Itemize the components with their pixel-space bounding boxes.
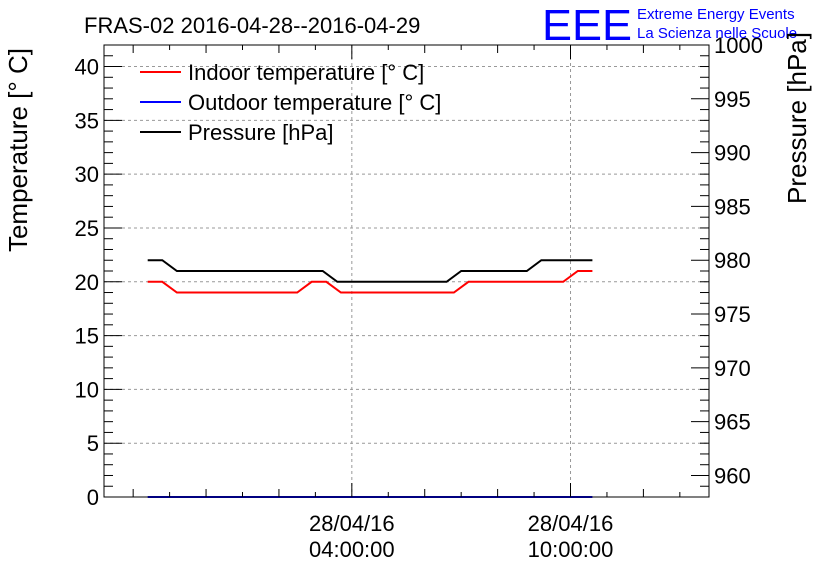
left-tick-label: 10 — [75, 377, 99, 402]
x-tick-date: 28/04/16 — [528, 511, 614, 536]
right-tick-label: 1000 — [714, 33, 763, 58]
right-axis-label: Pressure [hPa] — [782, 32, 812, 204]
left-tick-label: 5 — [87, 431, 99, 456]
x-tick-time: 10:00:00 — [528, 537, 614, 562]
logo-mark: EEE — [542, 1, 632, 50]
logo-line-2: La Scienza nelle Scuole — [637, 25, 797, 42]
right-tick-label: 995 — [714, 87, 751, 112]
right-tick-label: 975 — [714, 302, 751, 327]
axis-ticks — [104, 44, 709, 498]
left-axis-label: Temperature [° C] — [3, 48, 33, 252]
right-tick-label: 960 — [714, 463, 751, 488]
left-tick-label: 0 — [87, 485, 99, 510]
left-tick-label: 40 — [75, 55, 99, 80]
x-tick-time: 04:00:00 — [309, 537, 395, 562]
series-lines — [147, 259, 593, 498]
left-tick-label: 25 — [75, 216, 99, 241]
left-tick-label: 20 — [75, 270, 99, 295]
chart-title: FRAS-02 2016-04-28--2016-04-29 — [84, 13, 420, 38]
left-tick-label: 15 — [75, 324, 99, 349]
right-tick-label: 980 — [714, 248, 751, 273]
left-tick-label: 35 — [75, 108, 99, 133]
right-tick-label: 965 — [714, 410, 751, 435]
series-line-pressure-hpa — [147, 259, 593, 283]
eee-logo: EEE Extreme Energy Events La Scienza nel… — [542, 1, 797, 50]
legend-entry-label: Pressure [hPa] — [188, 120, 334, 145]
legend: Indoor temperature [° C] Outdoor temperat… — [140, 60, 441, 145]
left-tick-label: 30 — [75, 162, 99, 187]
logo-line-1: Extreme Energy Events — [637, 6, 795, 23]
right-tick-label: 990 — [714, 141, 751, 166]
right-tick-label: 985 — [714, 194, 751, 219]
series-line-indoor-temperature-c — [147, 270, 593, 294]
legend-entry-label: Outdoor temperature [° C] — [188, 90, 441, 115]
right-tick-label: 970 — [714, 356, 751, 381]
x-tick-date: 28/04/16 — [309, 511, 395, 536]
tick-labels: 0 5 10 15 20 25 30 35 40 960 965 970 975 980 985 990 995… — [75, 33, 763, 562]
legend-entry-label: Indoor temperature [° C] — [188, 60, 424, 85]
